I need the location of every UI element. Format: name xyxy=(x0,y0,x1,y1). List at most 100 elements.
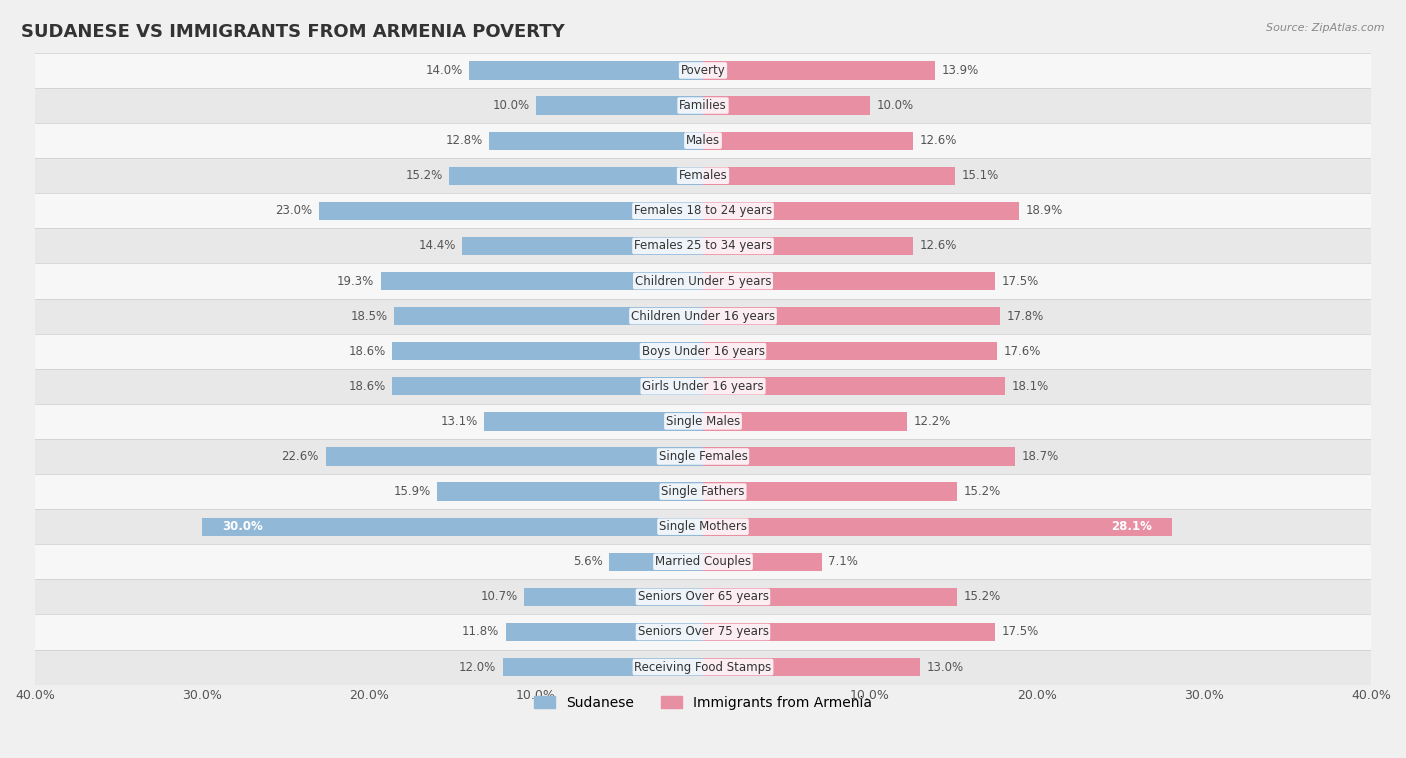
Bar xyxy=(35,158,1371,193)
Bar xyxy=(35,404,1371,439)
Text: Receiving Food Stamps: Receiving Food Stamps xyxy=(634,660,772,674)
Text: 17.6%: 17.6% xyxy=(1004,345,1040,358)
Bar xyxy=(470,61,703,80)
Bar xyxy=(392,377,703,396)
Text: 17.5%: 17.5% xyxy=(1002,625,1039,638)
Text: Children Under 16 years: Children Under 16 years xyxy=(631,309,775,323)
Bar xyxy=(703,307,1000,325)
Text: Females: Females xyxy=(679,169,727,182)
Text: 18.1%: 18.1% xyxy=(1012,380,1049,393)
Text: 5.6%: 5.6% xyxy=(574,556,603,568)
Text: Children Under 5 years: Children Under 5 years xyxy=(634,274,772,287)
Text: 12.8%: 12.8% xyxy=(446,134,482,147)
Text: 7.1%: 7.1% xyxy=(828,556,858,568)
Bar xyxy=(35,650,1371,684)
Bar xyxy=(703,587,957,606)
Bar xyxy=(35,544,1371,579)
Text: SUDANESE VS IMMIGRANTS FROM ARMENIA POVERTY: SUDANESE VS IMMIGRANTS FROM ARMENIA POVE… xyxy=(21,23,565,41)
Text: 12.6%: 12.6% xyxy=(920,134,957,147)
Text: 12.2%: 12.2% xyxy=(914,415,950,428)
Bar xyxy=(703,482,957,501)
Bar xyxy=(35,509,1371,544)
Bar xyxy=(489,131,703,150)
Text: Married Couples: Married Couples xyxy=(655,556,751,568)
Text: Single Fathers: Single Fathers xyxy=(661,485,745,498)
Text: Single Males: Single Males xyxy=(666,415,740,428)
Bar xyxy=(381,272,703,290)
Text: 13.0%: 13.0% xyxy=(927,660,965,674)
Bar xyxy=(392,342,703,360)
Text: Source: ZipAtlas.com: Source: ZipAtlas.com xyxy=(1267,23,1385,33)
Bar xyxy=(536,96,703,114)
Bar xyxy=(35,264,1371,299)
Text: 12.0%: 12.0% xyxy=(458,660,496,674)
Bar xyxy=(437,482,703,501)
Text: 18.6%: 18.6% xyxy=(349,345,385,358)
Bar xyxy=(35,88,1371,123)
Bar xyxy=(35,334,1371,368)
Text: 13.9%: 13.9% xyxy=(942,64,979,77)
Bar xyxy=(703,412,907,431)
Text: Seniors Over 75 years: Seniors Over 75 years xyxy=(637,625,769,638)
Text: 15.2%: 15.2% xyxy=(405,169,443,182)
Bar xyxy=(319,202,703,220)
Text: 18.9%: 18.9% xyxy=(1025,205,1063,218)
Bar xyxy=(703,96,870,114)
Bar xyxy=(502,658,703,676)
Text: 15.9%: 15.9% xyxy=(394,485,430,498)
Bar xyxy=(506,623,703,641)
Bar xyxy=(35,123,1371,158)
Bar xyxy=(703,272,995,290)
Text: 15.2%: 15.2% xyxy=(963,590,1001,603)
Text: Boys Under 16 years: Boys Under 16 years xyxy=(641,345,765,358)
Text: Single Females: Single Females xyxy=(658,450,748,463)
Text: 15.1%: 15.1% xyxy=(962,169,1000,182)
Bar xyxy=(703,342,997,360)
Text: 18.6%: 18.6% xyxy=(349,380,385,393)
Bar xyxy=(449,167,703,185)
Text: 18.5%: 18.5% xyxy=(350,309,387,323)
Bar xyxy=(35,193,1371,228)
Bar xyxy=(703,131,914,150)
Text: Seniors Over 65 years: Seniors Over 65 years xyxy=(637,590,769,603)
Text: 13.1%: 13.1% xyxy=(440,415,478,428)
Bar xyxy=(394,307,703,325)
Text: 10.7%: 10.7% xyxy=(481,590,517,603)
Text: 12.6%: 12.6% xyxy=(920,240,957,252)
Text: 10.0%: 10.0% xyxy=(492,99,529,112)
Text: Single Mothers: Single Mothers xyxy=(659,520,747,533)
Text: Families: Families xyxy=(679,99,727,112)
Bar xyxy=(35,439,1371,474)
Legend: Sudanese, Immigrants from Armenia: Sudanese, Immigrants from Armenia xyxy=(529,691,877,716)
Text: Females 18 to 24 years: Females 18 to 24 years xyxy=(634,205,772,218)
Bar xyxy=(35,615,1371,650)
Text: 14.4%: 14.4% xyxy=(419,240,456,252)
Text: 22.6%: 22.6% xyxy=(281,450,319,463)
Bar xyxy=(703,447,1015,465)
Bar xyxy=(326,447,703,465)
Bar xyxy=(35,299,1371,334)
Text: 17.5%: 17.5% xyxy=(1002,274,1039,287)
Text: 15.2%: 15.2% xyxy=(963,485,1001,498)
Bar xyxy=(703,61,935,80)
Bar xyxy=(202,518,703,536)
Text: Females 25 to 34 years: Females 25 to 34 years xyxy=(634,240,772,252)
Bar xyxy=(35,579,1371,615)
Text: Girls Under 16 years: Girls Under 16 years xyxy=(643,380,763,393)
Bar xyxy=(703,167,955,185)
Text: 18.7%: 18.7% xyxy=(1022,450,1059,463)
Bar xyxy=(703,623,995,641)
Text: 23.0%: 23.0% xyxy=(276,205,312,218)
Bar xyxy=(703,236,914,255)
Bar xyxy=(35,228,1371,264)
Text: 30.0%: 30.0% xyxy=(222,520,263,533)
Text: 11.8%: 11.8% xyxy=(463,625,499,638)
Bar xyxy=(703,202,1019,220)
Bar xyxy=(703,377,1005,396)
Bar xyxy=(484,412,703,431)
Bar xyxy=(703,518,1173,536)
Bar xyxy=(463,236,703,255)
Text: 14.0%: 14.0% xyxy=(425,64,463,77)
Bar xyxy=(703,553,821,571)
Text: Poverty: Poverty xyxy=(681,64,725,77)
